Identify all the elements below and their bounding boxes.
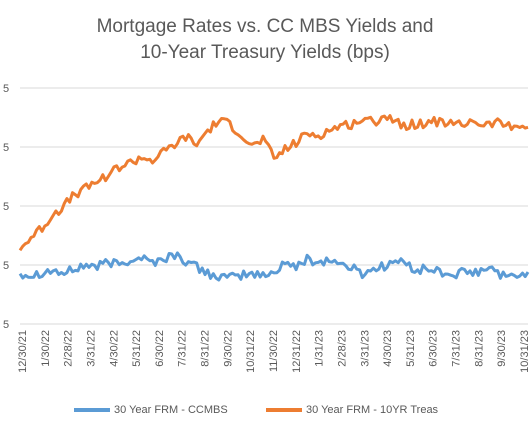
y-tick-label: 5 [3,319,9,331]
x-tick-label: 3/31/22 [85,330,97,367]
chart-title-line1: Mortgage Rates vs. CC MBS Yields and [96,16,434,37]
gridlines [20,87,528,325]
chart-title-line2: 10-Year Treasury Yields (bps) [140,42,390,63]
x-tick-label: 8/31/22 [200,330,212,367]
x-tick-label: 12/31/22 [291,330,303,373]
y-tick-label: 5 [3,142,9,154]
x-tick-label: 9/30/22 [222,330,234,367]
x-tick-label: 10/31/22 [245,330,257,373]
y-tick-label: 5 [3,260,9,272]
series-lines [18,114,530,282]
legend-item-ccmbs: 30 Year FRM - CCMBS [74,404,228,416]
x-tick-label: 6/30/22 [154,330,166,367]
x-tick-label: 4/30/23 [382,330,394,367]
x-tick-label: 1/30/22 [40,330,52,367]
y-tick-label: 5 [3,83,9,95]
chart-legend: 30 Year FRM - CCMBS 30 Year FRM - 10YR T… [0,404,530,424]
x-tick-label: 2/28/23 [336,330,348,367]
chart-title: Mortgage Rates vs. CC MBS Yields and 10-… [0,14,530,66]
legend-label-10yr: 30 Year FRM - 10YR Treas [306,404,439,416]
y-tick-label: 5 [3,201,9,213]
x-axis-ticks: 12/30/21 1/30/22 2/28/22 3/31/22 4/30/22 5/31… [17,330,530,373]
x-tick-label: 9/30/23 [496,330,508,367]
legend-swatch-10yr [266,408,302,412]
x-tick-label: 6/30/23 [428,330,440,367]
y-axis-ticks: 5 5 5 5 5 [3,83,9,331]
x-tick-label: 12/30/21 [17,330,29,373]
x-tick-label: 4/30/22 [108,330,120,367]
x-tick-label: 5/31/22 [131,330,143,367]
series-line-10yr [18,114,529,252]
x-tick-label: 2/28/22 [63,330,75,367]
legend-label-ccmbs: 30 Year FRM - CCMBS [114,404,228,416]
x-tick-label: 8/31/23 [473,330,485,367]
x-tick-label: 3/31/23 [359,330,371,367]
x-tick-label: 7/31/22 [177,330,189,367]
x-tick-label: 11/30/22 [268,330,280,372]
x-tick-label: 5/31/23 [405,330,417,367]
legend-swatch-ccmbs [74,408,110,412]
x-tick-label: 1/31/23 [314,330,326,367]
series-line-ccmbs [18,251,530,282]
legend-item-10yr: 30 Year FRM - 10YR Treas [266,404,438,416]
x-tick-label: 7/31/23 [451,330,463,367]
x-tick-label: 10/31/23 [519,330,530,373]
